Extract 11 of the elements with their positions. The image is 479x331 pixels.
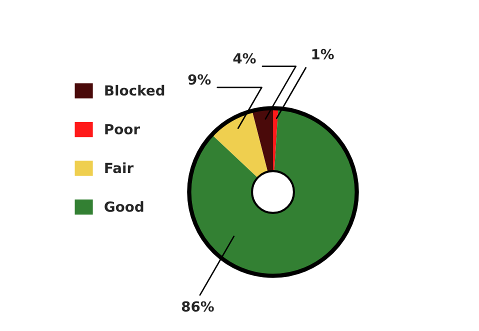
legend-label: Poor [105, 124, 140, 134]
legend-label: Good [104, 201, 144, 212]
data-label: 9% [188, 74, 211, 85]
data-label: 86% [182, 301, 214, 312]
data-label: 4% [233, 53, 256, 64]
donut-slice [212, 110, 268, 178]
legend-label: Fair [105, 162, 134, 174]
donut-slice [273, 108, 278, 172]
legend-label: Blocked [105, 84, 164, 96]
donut-slice [252, 108, 273, 172]
data-label: 1% [312, 48, 334, 60]
